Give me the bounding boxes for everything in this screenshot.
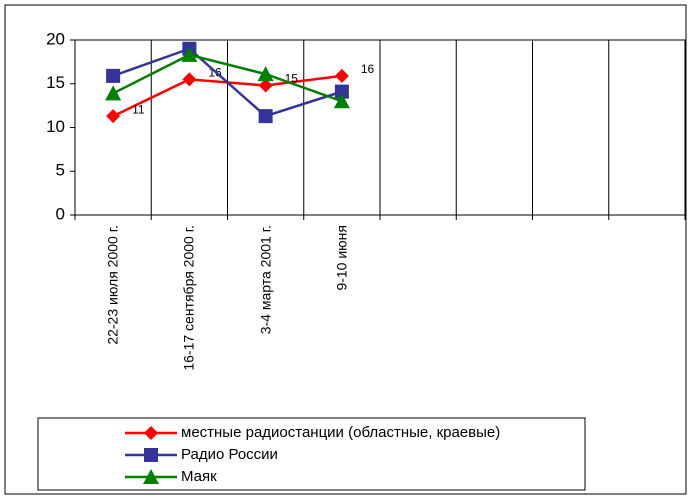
legend-marker <box>144 426 158 440</box>
legend-label: Маяк <box>181 468 217 485</box>
data-point <box>334 68 349 83</box>
y-tick-label: 15 <box>46 73 65 92</box>
y-tick-label: 10 <box>46 117 65 136</box>
data-label: 16 <box>361 62 375 76</box>
y-tick-label: 0 <box>56 204 65 223</box>
data-point <box>334 84 349 99</box>
legend-marker <box>144 448 158 462</box>
data-point <box>105 85 122 101</box>
series-line <box>112 53 343 103</box>
data-point <box>258 78 273 93</box>
x-tick-label: 3-4 марта 2001 г. <box>257 225 274 335</box>
data-label: 11 <box>132 102 145 116</box>
x-tick-label: 22-23 июля 2000 г. <box>104 225 121 345</box>
legend-label: Радио России <box>181 446 278 463</box>
data-point <box>333 93 350 109</box>
data-point <box>181 46 198 62</box>
data-point <box>106 109 121 124</box>
y-tick-label: 20 <box>46 29 65 48</box>
x-tick-label: 9-10 июня <box>333 225 350 291</box>
data-point <box>106 68 121 83</box>
legend-label: местные радиостанции (областные, краевые… <box>181 424 500 441</box>
series-line <box>112 47 343 118</box>
y-tick-label: 5 <box>56 161 65 180</box>
data-point <box>257 66 274 82</box>
legend-marker <box>143 469 159 484</box>
x-tick-label: 16-17 сентября 2000 г. <box>180 225 197 371</box>
data-point <box>258 109 273 124</box>
data-point <box>182 72 197 87</box>
